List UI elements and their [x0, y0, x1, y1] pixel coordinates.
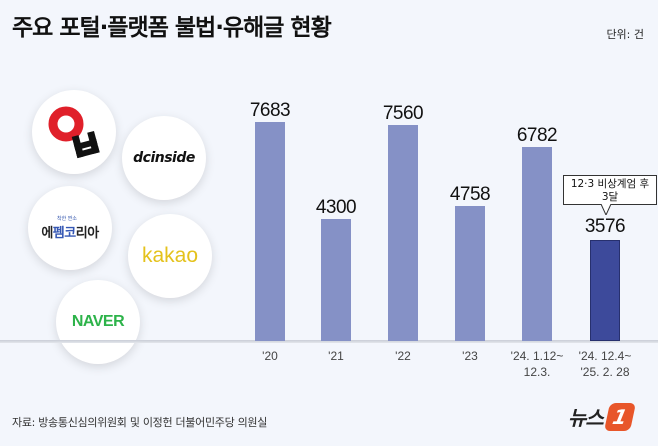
unit-label: 단위: 건 — [606, 28, 644, 41]
x-label-2021: '21 — [328, 349, 344, 363]
news1-badge-icon: 1 — [603, 402, 636, 431]
bar-value-2020: 7683 — [249, 100, 291, 121]
ppomppu-tagline: 착한 짠소 — [56, 216, 77, 222]
callout-line-1: 12·3 비상계엄 후 — [570, 178, 650, 190]
bar-2020 — [255, 122, 285, 341]
x-label-2024-jan-dec: '24. 1.12~ 12.3. — [510, 349, 564, 379]
bar-2021 — [321, 219, 351, 341]
naver-logo: NAVER — [56, 280, 140, 364]
bar-post-martial-law — [590, 240, 620, 341]
source-note: 자료: 방송통신심의위원회 및 이정헌 더불어민주당 의원실 — [12, 416, 268, 429]
x-label-2020: '20 — [262, 349, 278, 363]
dcinside-logo-text: dcinside — [133, 150, 195, 166]
chart-title: 주요 포털·플랫폼 불법·유해글 현황 — [12, 15, 332, 41]
bar-value-2024-jan-dec: 6782 — [516, 125, 558, 146]
bar-2022 — [388, 125, 418, 341]
x-label-2023: '23 — [462, 349, 478, 363]
bar-value-2022: 7560 — [382, 103, 424, 124]
dcinside-logo: dcinside — [122, 116, 206, 200]
news1-logo: 뉴스 1 — [568, 402, 636, 431]
kakao-logo: kakao — [128, 214, 212, 298]
bar-2024-jan-dec — [522, 147, 552, 341]
x-label-2022: '22 — [395, 349, 411, 363]
ilbe-logo-icon — [48, 106, 100, 159]
news1-logo-text: 뉴스 — [568, 406, 604, 430]
x-label-post-martial-law: '24. 12.4~ '25. 2. 28 — [578, 349, 632, 379]
ppomppu-logo-text: 에펨코리아 — [41, 226, 99, 241]
kakao-logo-text: kakao — [141, 244, 199, 267]
chart-baseline — [0, 340, 658, 343]
ppomppu-logo: 착한 짠소 에펨코리아 — [28, 186, 112, 270]
callout-line-2: 3달 — [601, 191, 619, 203]
martial-law-callout: 12·3 비상계엄 후 3달 — [563, 175, 657, 205]
bar-value-2023: 4758 — [449, 184, 491, 205]
callout-pointer-icon — [601, 204, 611, 215]
bar-value-2021: 4300 — [315, 197, 357, 218]
bar-2023 — [455, 206, 485, 341]
bar-value-post-martial-law: 3576 — [584, 216, 626, 237]
naver-logo-text: NAVER — [71, 313, 125, 330]
ilbe-logo — [32, 90, 116, 174]
